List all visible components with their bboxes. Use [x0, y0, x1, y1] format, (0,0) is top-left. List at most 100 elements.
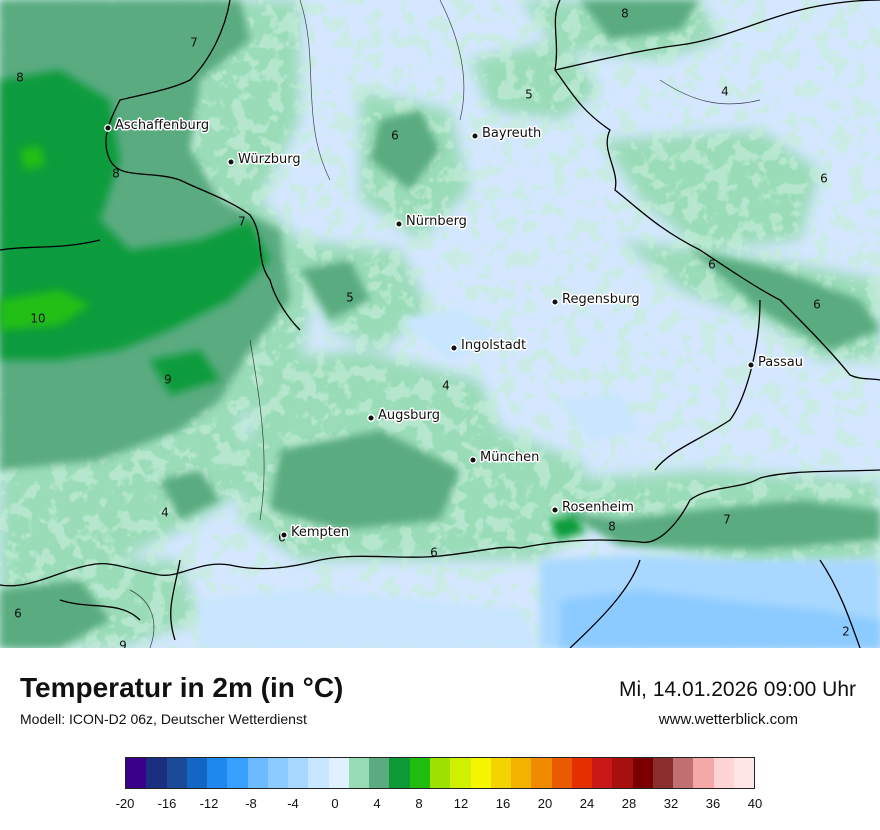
colorbar-swatch [490, 758, 512, 788]
colorbar-tick-label: 4 [373, 796, 381, 811]
city-würzburg: Würzburg [227, 151, 302, 169]
city-markers: Aschaffenburg Würzburg Bayreuth Nürnberg Reg… [104, 117, 804, 542]
colorbar-swatch [612, 758, 633, 788]
colorbar-swatch [328, 758, 349, 788]
isoline-label: 8 [608, 520, 616, 534]
colorbar-swatch [348, 758, 370, 788]
city-label: Regensburg [562, 292, 640, 307]
city-label: Bayreuth [482, 126, 541, 141]
colorbar-swatch [592, 758, 613, 788]
isoline-label: 6 [813, 298, 821, 312]
city-label: Ingolstadt [461, 338, 526, 353]
colorbar-swatch [369, 758, 390, 788]
colorbar-swatch [450, 758, 471, 788]
colorbar-swatch [186, 758, 208, 788]
isoline-label: 7 [723, 513, 731, 527]
district-borders [129, 0, 761, 648]
isoline-label: 4 [721, 85, 729, 99]
city-dot [280, 531, 288, 539]
city-augsburg: Augsburg [367, 407, 442, 425]
city-dot [395, 220, 403, 228]
map-title: Temperatur in 2m (in °C) [20, 672, 344, 703]
city-aschaffenburg: Aschaffenburg [104, 117, 211, 135]
city-kempten: Kempten [280, 524, 351, 542]
colorbar-swatch [693, 758, 714, 788]
colorbar-swatch [733, 758, 755, 788]
city-dot [551, 506, 559, 514]
colorbar-swatch [470, 758, 491, 788]
city-dot [104, 124, 112, 132]
colorbar-tick-label: 28 [621, 796, 637, 811]
city-rosenheim: Rosenheim [551, 499, 635, 517]
temperature-map[interactable]: 878546876566109446876926 AschaffenburgWü… [0, 0, 880, 648]
map-canvas: 878546876566109446876926 AschaffenburgWü… [0, 0, 880, 648]
isoline-label: 8 [112, 167, 120, 181]
colorbar-swatch [308, 758, 329, 788]
city-regensburg: Regensburg [551, 291, 641, 309]
colorbar-swatch [673, 758, 694, 788]
colorbar-tick-label: 16 [495, 796, 511, 811]
colorbar-swatch [288, 758, 309, 788]
city-dot [367, 414, 375, 422]
city-münchen: München [469, 449, 541, 467]
temperature-field-8-10 [0, 70, 585, 540]
colorbar-tick-label: 12 [453, 796, 469, 811]
isoline-label: 4 [442, 379, 450, 393]
colorbar-ticks: -20 -16 -12 -8 -4 0 4 8 12 16 20 24 28 32 36 40 [116, 793, 763, 813]
city-ingolstadt: Ingolstadt [450, 337, 528, 355]
city-dot [227, 158, 235, 166]
colorbar-tick-label: -4 [287, 796, 299, 811]
colorbar-tick-label: 20 [537, 796, 553, 811]
isoline-label: 4 [161, 506, 169, 520]
city-dot [450, 344, 458, 352]
colorbar-swatch [247, 758, 268, 788]
isoline-label: 7 [190, 36, 198, 50]
city-label: Aschaffenburg [115, 118, 209, 133]
city-label: Nürnberg [406, 214, 467, 229]
temperature-colorbar [125, 757, 755, 789]
isoline-label: 10 [30, 312, 45, 326]
city-nürnberg: Nürnberg [395, 213, 468, 231]
colorbar-swatch [531, 758, 552, 788]
city-label: München [480, 450, 539, 465]
city-dot [471, 132, 479, 140]
colorbar-swatch [207, 758, 228, 788]
colorbar-swatch [267, 758, 289, 788]
isoline-label: 8 [621, 7, 629, 21]
colorbar-tick-label: -16 [157, 796, 177, 811]
colorbar-swatch [166, 758, 187, 788]
colorbar-tick-label: -20 [115, 796, 135, 811]
isoline-label: 7 [238, 215, 246, 229]
temperature-field-minus2-0 [560, 590, 880, 648]
isoline-label: 9 [164, 373, 172, 387]
temperature-field-10-12 [0, 145, 90, 330]
isoline-label: 6 [708, 258, 716, 272]
city-dot [551, 298, 559, 306]
website-link[interactable]: www.wetterblick.com [658, 711, 798, 728]
city-passau: Passau [747, 354, 804, 372]
colorbar-tick-label: -8 [245, 796, 257, 811]
colorbar-tick-label: 8 [415, 796, 423, 811]
colorbar-tick-label: 32 [663, 796, 679, 811]
colorbar-swatch [652, 758, 674, 788]
colorbar-tick-label: -12 [199, 796, 219, 811]
city-label: Würzburg [238, 152, 301, 167]
colorbar-swatch [429, 758, 451, 788]
colorbar-swatch [632, 758, 653, 788]
isoline-label: 2 [842, 625, 850, 639]
colorbar-swatch [409, 758, 430, 788]
city-label: Kempten [291, 525, 349, 540]
city-label: Rosenheim [562, 500, 634, 515]
colorbar-swatch [146, 758, 167, 788]
colorbar-swatch [713, 758, 734, 788]
isoline-label: 6 [820, 172, 828, 186]
colorbar-swatch [126, 758, 147, 788]
isoline-label: 6 [14, 607, 22, 621]
isoline-label: 8 [16, 71, 24, 85]
isoline-label: 6 [391, 129, 399, 143]
forecast-datetime: Mi, 14.01.2026 09:00 Uhr [619, 678, 856, 701]
colorbar-tick-label: 24 [579, 796, 595, 811]
model-subtitle: Modell: ICON-D2 06z, Deutscher Wetterdie… [20, 711, 307, 727]
colorbar-swatch [389, 758, 410, 788]
colorbar-tick-label: 0 [331, 796, 339, 811]
